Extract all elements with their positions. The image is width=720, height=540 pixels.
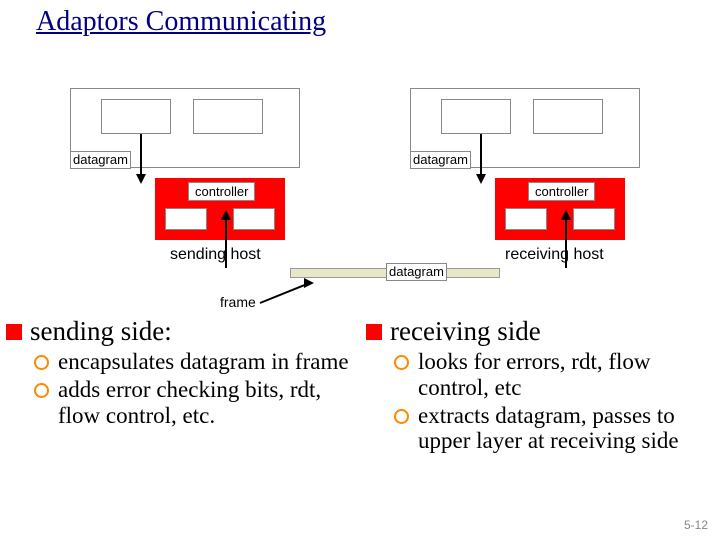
bullet-text: looks for errors, rdt, flow control, etc (418, 349, 651, 400)
frame-label: frame (220, 294, 256, 310)
up-arrow-icon (561, 210, 571, 220)
up-arrow-icon (221, 210, 231, 220)
sending-heading: sending side: (4, 316, 364, 347)
nic-port (573, 208, 615, 230)
receiving-heading: receiving side (364, 316, 720, 347)
link-datagram-label: datagram (386, 263, 447, 281)
down-arrow-icon (476, 174, 486, 184)
bullet-item: looks for errors, rdt, flow control, etc (364, 349, 720, 401)
nic-port (233, 208, 275, 230)
page-number: 5-12 (684, 518, 708, 532)
datagram-label: datagram (70, 151, 131, 169)
controller-label: controller (528, 182, 595, 201)
square-bullet-icon (366, 324, 382, 340)
nic-port (165, 208, 207, 230)
bullet-item: encapsulates datagram in frame (4, 349, 364, 375)
square-bullet-icon (6, 324, 22, 340)
left-column: sending side: encapsulates datagram in f… (4, 316, 364, 428)
frame-arrow-line (260, 283, 307, 304)
circle-bullet-icon (394, 355, 409, 370)
heading-text: sending side: (30, 316, 172, 346)
arrow-stem (140, 134, 142, 176)
heading-text: receiving side (390, 316, 541, 346)
down-arrow-icon (136, 174, 146, 184)
host-inner-box (193, 99, 263, 134)
circle-bullet-icon (34, 383, 49, 398)
bullet-item: adds error checking bits, rdt, flow cont… (4, 377, 364, 429)
host-inner-box (101, 99, 171, 134)
circle-bullet-icon (34, 355, 49, 370)
controller-label: controller (188, 182, 255, 201)
arrow-stem (480, 134, 482, 176)
nic-port (505, 208, 547, 230)
right-arrow-icon (304, 278, 314, 288)
bullet-text: adds error checking bits, rdt, flow cont… (58, 377, 321, 428)
sending-host-label: sending host (170, 246, 261, 264)
diagram-area: datagram controller sending host datagra… (60, 88, 660, 283)
bullet-item: extracts datagram, passes to upper layer… (364, 403, 720, 455)
host-inner-box (441, 99, 511, 134)
arrow-stem (225, 218, 227, 268)
circle-bullet-icon (394, 409, 409, 424)
host-inner-box (533, 99, 603, 134)
slide-title: Adaptors Communicating (36, 6, 326, 38)
arrow-stem (565, 218, 567, 268)
bullet-text: encapsulates datagram in frame (58, 349, 349, 374)
bullet-text: extracts datagram, passes to upper layer… (418, 403, 679, 454)
datagram-label: datagram (410, 151, 471, 169)
right-column: receiving side looks for errors, rdt, fl… (364, 316, 720, 454)
receiving-host-label: receiving host (505, 246, 604, 264)
